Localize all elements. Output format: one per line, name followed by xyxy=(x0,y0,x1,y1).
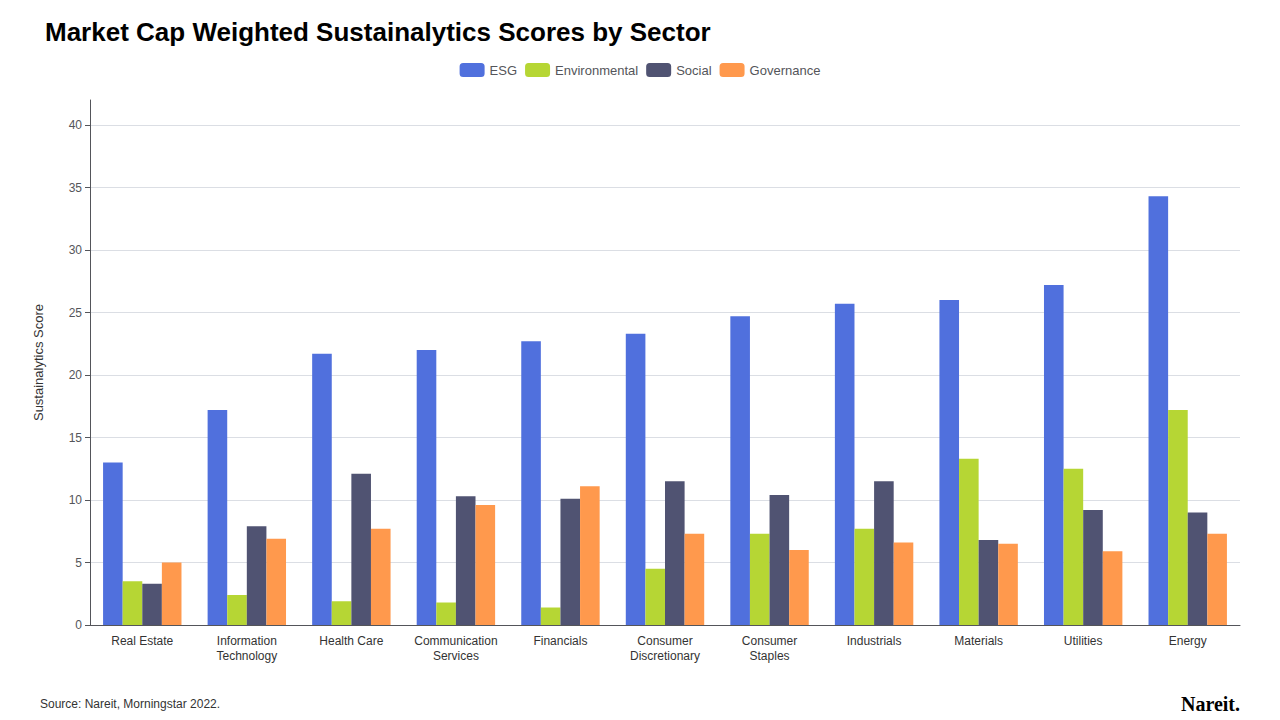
svg-text:Energy: Energy xyxy=(1169,634,1207,648)
svg-text:20: 20 xyxy=(69,368,83,382)
svg-text:10: 10 xyxy=(69,493,83,507)
svg-text:15: 15 xyxy=(69,431,83,445)
svg-text:Services: Services xyxy=(433,649,479,663)
svg-text:Social: Social xyxy=(676,63,712,78)
svg-text:Market Cap Weighted Sustainaly: Market Cap Weighted Sustainalytics Score… xyxy=(45,17,711,47)
svg-text:5: 5 xyxy=(75,556,82,570)
svg-text:Consumer: Consumer xyxy=(637,634,692,648)
svg-text:Discretionary: Discretionary xyxy=(630,649,700,663)
svg-text:Environmental: Environmental xyxy=(555,63,638,78)
svg-text:35: 35 xyxy=(69,181,83,195)
svg-text:0: 0 xyxy=(75,618,82,632)
svg-text:Industrials: Industrials xyxy=(847,634,902,648)
svg-text:Technology: Technology xyxy=(216,649,277,663)
svg-text:Governance: Governance xyxy=(750,63,821,78)
svg-text:40: 40 xyxy=(69,118,83,132)
svg-text:Source: Nareit, Morningstar 20: Source: Nareit, Morningstar 2022. xyxy=(40,697,220,711)
svg-text:30: 30 xyxy=(69,243,83,257)
svg-text:Real Estate: Real Estate xyxy=(111,634,173,648)
svg-text:Financials: Financials xyxy=(533,634,587,648)
svg-text:Information: Information xyxy=(217,634,277,648)
svg-text:Communication: Communication xyxy=(414,634,497,648)
svg-text:Nareit.: Nareit. xyxy=(1181,693,1240,715)
svg-text:Consumer: Consumer xyxy=(742,634,797,648)
svg-text:Utilities: Utilities xyxy=(1064,634,1103,648)
svg-text:Sustainalytics Score: Sustainalytics Score xyxy=(31,304,46,421)
svg-text:ESG: ESG xyxy=(490,63,517,78)
svg-text:Materials: Materials xyxy=(954,634,1003,648)
svg-text:25: 25 xyxy=(69,306,83,320)
svg-text:Staples: Staples xyxy=(750,649,790,663)
svg-text:Health Care: Health Care xyxy=(319,634,383,648)
